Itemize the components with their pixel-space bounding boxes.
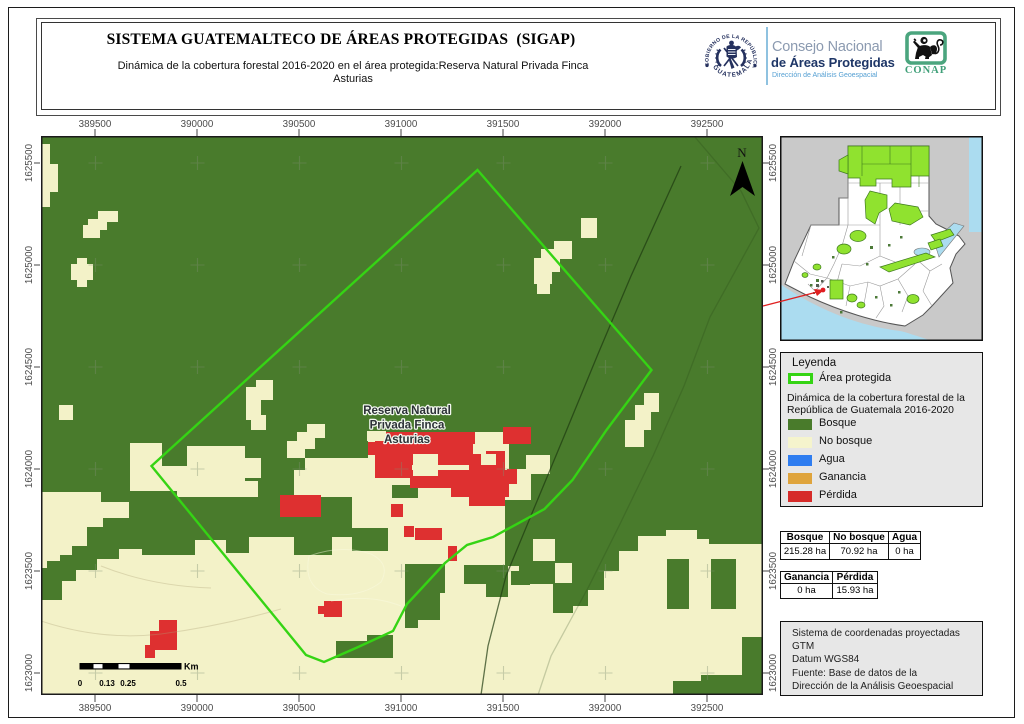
svg-text:0.13: 0.13 — [99, 679, 115, 688]
svg-text:Privada Finca: Privada Finca — [369, 420, 444, 432]
svg-text:N: N — [737, 145, 747, 160]
svg-text:Reserva Natural: Reserva Natural — [363, 405, 451, 417]
svg-text:0.25: 0.25 — [120, 679, 136, 688]
svg-text:Km: Km — [184, 662, 199, 672]
svg-text:CONAP: CONAP — [905, 65, 947, 75]
svg-text:0: 0 — [77, 679, 82, 688]
svg-text:0.5: 0.5 — [175, 679, 187, 688]
svg-text:Asturias: Asturias — [383, 434, 429, 446]
